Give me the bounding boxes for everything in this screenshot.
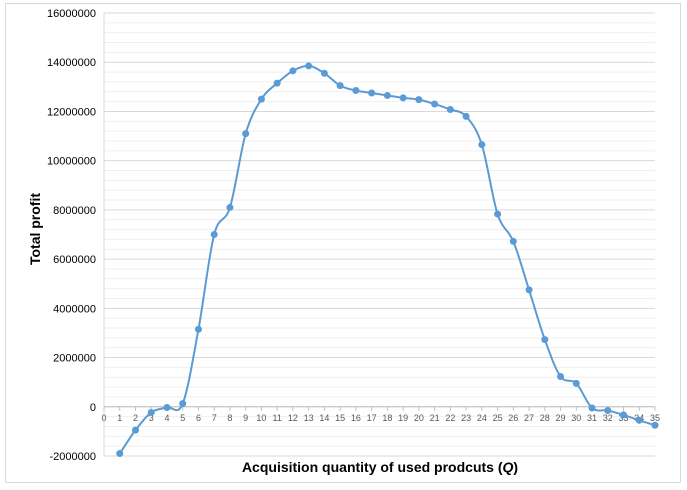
x-tick-label: 2 <box>133 413 138 423</box>
data-point <box>525 286 533 294</box>
x-tick-label: 13 <box>304 413 314 423</box>
data-point <box>210 231 218 238</box>
data-point <box>352 87 360 95</box>
data-points <box>116 62 659 458</box>
y-tick-label: 8000000 <box>53 205 96 217</box>
y-tick-label: 6000000 <box>53 254 96 266</box>
data-point <box>336 82 344 90</box>
data-point <box>257 95 265 103</box>
x-tick-label: 26 <box>508 413 518 423</box>
data-point <box>320 69 328 77</box>
data-point <box>415 96 423 104</box>
x-tick-label: 27 <box>524 413 534 423</box>
x-tick-label: 22 <box>445 413 455 423</box>
y-tick-label: 0 <box>90 402 96 414</box>
data-point <box>509 237 517 245</box>
data-point <box>273 79 281 87</box>
data-point <box>494 210 502 218</box>
data-point <box>651 421 659 429</box>
x-tick-label: 8 <box>227 413 232 423</box>
data-point <box>116 450 124 458</box>
x-tick-label: 17 <box>367 413 377 423</box>
y-tick-label: 2000000 <box>53 353 96 365</box>
data-point <box>557 373 565 381</box>
x-tick-label: 4 <box>164 413 169 423</box>
data-point <box>368 89 376 97</box>
y-tick-label: 4000000 <box>53 303 96 315</box>
x-tick-label: 18 <box>382 413 392 423</box>
x-axis-title-text: Acquisition quantity of used prodcuts ( <box>242 459 503 475</box>
x-tick-label: 20 <box>414 413 424 423</box>
data-point <box>179 400 187 408</box>
x-tick-label: 21 <box>430 413 440 423</box>
data-point <box>242 130 250 138</box>
data-point <box>163 404 171 412</box>
x-tick-label: 16 <box>351 413 361 423</box>
x-tick-label: 5 <box>180 413 185 423</box>
data-point <box>131 426 139 434</box>
y-tick-label: 14000000 <box>47 57 96 69</box>
x-tick-label: 15 <box>335 413 345 423</box>
data-point <box>431 100 439 108</box>
data-point <box>478 141 486 149</box>
x-tick-label: 1 <box>117 413 122 423</box>
x-axis-title: Acquisition quantity of used prodcuts (Q… <box>242 459 518 475</box>
data-point <box>226 203 234 211</box>
x-tick-label: 9 <box>243 413 248 423</box>
x-tick-label: 3 <box>149 413 154 423</box>
x-tick-label: 30 <box>571 413 581 423</box>
data-point <box>305 62 313 70</box>
y-tick-label: -2000000 <box>50 451 97 463</box>
data-point <box>462 112 470 120</box>
data-point <box>620 411 628 419</box>
x-tick-label: 0 <box>101 413 106 423</box>
data-point <box>635 416 643 424</box>
data-point <box>604 406 612 414</box>
x-tick-label: 23 <box>461 413 471 423</box>
data-point <box>289 67 297 75</box>
y-tick-label: 10000000 <box>47 156 96 168</box>
x-tick-label: 25 <box>493 413 503 423</box>
x-axis-title-end: ) <box>513 459 518 475</box>
y-axis-title: Total profit <box>27 193 43 265</box>
x-tick-label: 14 <box>319 413 329 423</box>
data-point <box>383 91 391 99</box>
data-point <box>194 325 202 333</box>
y-tick-label: 16000000 <box>47 8 96 20</box>
y-tick-label: 12000000 <box>47 106 96 118</box>
x-axis-ticks: 0 1 2 3 4 5 6 7 8 9 10 11 12 13 14 15 16 17 18 19 20 21 22 23 24… <box>101 406 660 423</box>
data-point <box>572 379 580 387</box>
data-point <box>588 404 596 412</box>
data-point <box>446 105 454 113</box>
x-tick-label: 11 <box>272 413 281 423</box>
x-tick-label: 19 <box>398 413 408 423</box>
x-tick-label: 6 <box>196 413 201 423</box>
x-tick-label: 12 <box>288 413 298 423</box>
y-axis-ticks: -2000000 0 2000000 4000000 6000000 8000000 100… <box>47 8 96 463</box>
x-tick-label: 35 <box>650 413 660 423</box>
x-tick-label: 29 <box>556 413 566 423</box>
x-axis-title-variable: Q <box>503 459 514 475</box>
x-tick-label: 24 <box>477 413 487 423</box>
data-point <box>399 94 407 102</box>
x-tick-label: 28 <box>540 413 550 423</box>
data-point <box>541 336 549 344</box>
chart-frame <box>5 3 681 483</box>
series-line <box>118 64 656 455</box>
x-tick-label: 7 <box>212 413 217 423</box>
data-point <box>147 408 155 416</box>
x-tick-label: 32 <box>603 413 613 423</box>
x-tick-label: 31 <box>587 413 597 423</box>
x-tick-label: 10 <box>256 413 266 423</box>
